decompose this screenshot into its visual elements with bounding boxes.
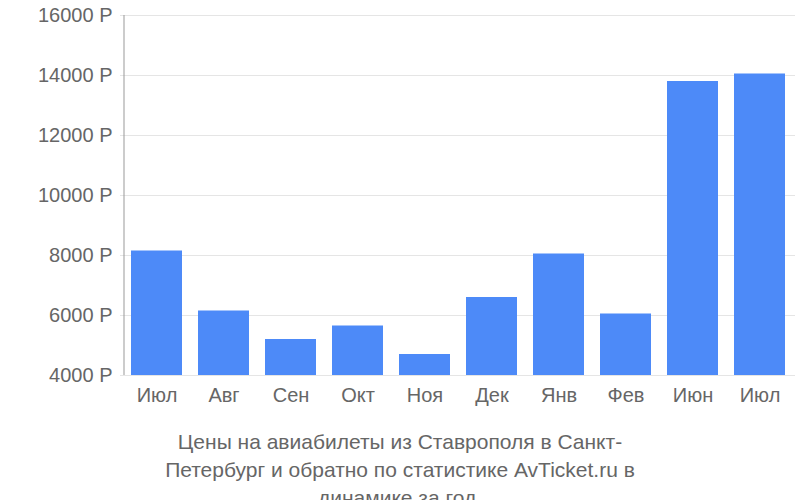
svg-text:4000 Р: 4000 Р (49, 364, 112, 386)
svg-text:Июл: Июл (740, 384, 781, 406)
svg-text:Ноя: Ноя (407, 384, 443, 406)
svg-text:8000 Р: 8000 Р (49, 244, 112, 266)
svg-text:10000 Р: 10000 Р (38, 184, 113, 206)
svg-text:Дек: Дек (475, 384, 509, 406)
svg-text:6000 Р: 6000 Р (49, 304, 112, 326)
svg-text:Июн: Июн (673, 384, 713, 406)
svg-text:16000 Р: 16000 Р (38, 4, 113, 26)
svg-text:12000 Р: 12000 Р (38, 124, 113, 146)
svg-text:Сен: Сен (273, 384, 310, 406)
svg-text:14000 Р: 14000 Р (38, 64, 113, 86)
svg-text:Фев: Фев (608, 384, 645, 406)
svg-text:Июл: Июл (137, 384, 178, 406)
svg-text:Авг: Авг (208, 384, 239, 406)
svg-text:Янв: Янв (541, 384, 577, 406)
svg-text:Окт: Окт (341, 384, 375, 406)
